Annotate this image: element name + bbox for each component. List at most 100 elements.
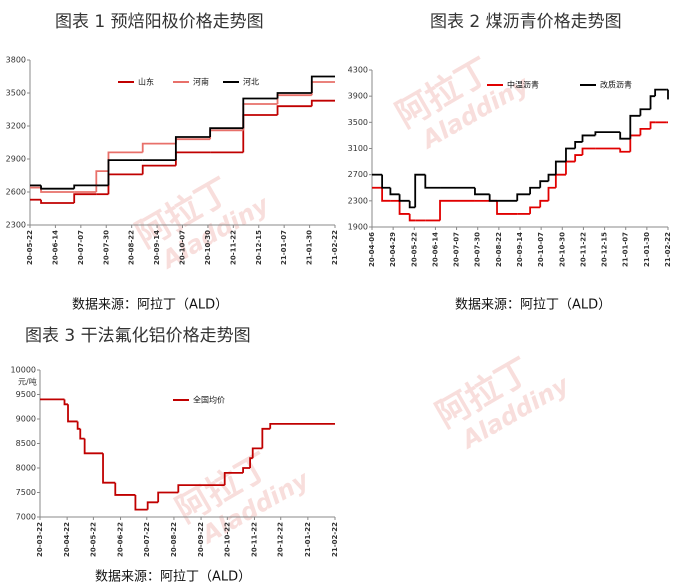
y-tick-label: 3500	[348, 118, 368, 127]
x-tick-label: 20-08-22	[495, 232, 503, 267]
y-tick-label: 3900	[348, 92, 368, 101]
line-step	[565, 147, 576, 162]
watermark: 阿拉丁 Aladdiny	[389, 50, 535, 155]
line-step	[310, 81, 335, 96]
y-tick-label: 2600	[6, 188, 26, 197]
legend-label: 改质沥青	[600, 80, 632, 90]
line-step	[310, 99, 335, 107]
line-step	[76, 421, 81, 430]
line-step	[310, 75, 335, 93]
x-tick-label: 20-10-07	[537, 232, 545, 267]
line-step	[102, 453, 116, 484]
x-tick-label: 20-06-14	[51, 230, 59, 265]
line-step	[529, 186, 541, 195]
line-step	[574, 154, 583, 162]
line-step	[63, 399, 69, 406]
y-tick-label: 8500	[16, 439, 36, 448]
line-step	[547, 173, 556, 182]
line-step	[554, 160, 566, 175]
line-step	[424, 174, 441, 189]
line-step	[439, 199, 475, 221]
line-step	[649, 95, 656, 110]
line-step	[639, 127, 651, 136]
x-tick-label: 20-12-22	[277, 522, 285, 557]
line-step	[261, 427, 271, 449]
x-tick-label: 20-11-22	[579, 232, 587, 267]
line-step	[134, 494, 148, 511]
line-step	[95, 170, 109, 192]
source-note: 数据来源：阿拉丁（ALD）	[95, 570, 251, 585]
line-step	[73, 184, 97, 189]
watermark: 阿拉丁 Aladdiny	[429, 350, 575, 455]
x-tick-label: 20-12-15	[255, 230, 263, 265]
line-step	[242, 103, 278, 131]
x-tick-label: 20-10-30	[558, 232, 566, 267]
y-tick-label: 10000	[11, 366, 36, 375]
line-step	[276, 94, 312, 104]
x-tick-label: 20-09-22	[197, 522, 205, 557]
line-step	[539, 199, 549, 208]
line-step	[157, 491, 179, 503]
x-tick-label: 20-11-22	[229, 230, 237, 265]
x-tick-label: 20-04-06	[368, 232, 376, 267]
x-tick-label: 21-01-22	[304, 522, 312, 557]
x-tick-label: 20-06-22	[117, 522, 125, 557]
line-step	[649, 121, 656, 129]
line-step	[107, 151, 143, 172]
x-tick-label: 21-02-22	[331, 230, 339, 265]
line-step	[639, 108, 651, 116]
line-step	[398, 200, 410, 215]
line-step	[574, 141, 583, 149]
line-step	[619, 148, 631, 153]
line-step	[276, 105, 312, 115]
line-step	[209, 129, 244, 140]
x-tick-label: 21-01-07	[280, 230, 288, 265]
line-step	[174, 136, 211, 161]
line-step	[408, 213, 416, 222]
legend-label: 中温沥青	[507, 80, 539, 90]
y-tick-label: 7500	[16, 488, 36, 497]
x-tick-label: 20-08-22	[128, 230, 136, 265]
y-tick-label: 3200	[6, 122, 26, 131]
line-step	[619, 132, 631, 140]
line-step	[529, 206, 541, 214]
line-step	[381, 187, 391, 202]
watermark: 阿拉丁 Aladdiny	[169, 445, 315, 550]
y-tick-label: 2300	[6, 221, 26, 230]
line-step	[40, 199, 75, 204]
x-tick-label: 21-02-22	[331, 522, 339, 557]
line-step	[223, 472, 244, 486]
x-tick-label: 21-01-07	[622, 232, 630, 267]
line-step	[629, 114, 641, 139]
line-step	[389, 187, 400, 196]
chart-title: 图表 1 预焙阳极价格走势图	[55, 12, 264, 32]
y-tick-label: 9000	[16, 415, 36, 424]
line-step	[174, 151, 211, 166]
legend-label: 山东	[138, 77, 154, 87]
line-step	[73, 193, 97, 203]
y-tick-label: 1900	[348, 223, 368, 232]
source-note: 数据来源：阿拉丁（ALD）	[455, 298, 611, 313]
source-note: 数据来源：阿拉丁（ALD）	[72, 298, 228, 313]
x-tick-label: 21-02-22	[664, 232, 672, 267]
line-step	[474, 187, 490, 196]
x-tick-label: 20-10-22	[223, 522, 231, 557]
x-tick-label: 21-01-30	[643, 232, 651, 267]
line-step	[547, 186, 556, 201]
legend-label: 河北	[243, 77, 259, 87]
x-tick-label: 20-04-22	[63, 522, 71, 557]
x-tick-label: 20-06-14	[431, 232, 439, 267]
line-step	[565, 160, 576, 175]
line-step	[554, 173, 566, 188]
y-tick-label: 3500	[6, 89, 26, 98]
line-step	[79, 428, 85, 440]
line-step	[629, 134, 641, 152]
line-step	[107, 159, 143, 186]
x-tick-label: 20-05-22	[410, 232, 418, 267]
line-step	[177, 484, 225, 493]
line-step	[594, 131, 621, 136]
line-step	[107, 173, 143, 195]
y-tick-label: 7000	[16, 513, 36, 522]
x-tick-label: 20-08-22	[170, 522, 178, 557]
x-tick-label: 20-03-22	[36, 522, 44, 557]
